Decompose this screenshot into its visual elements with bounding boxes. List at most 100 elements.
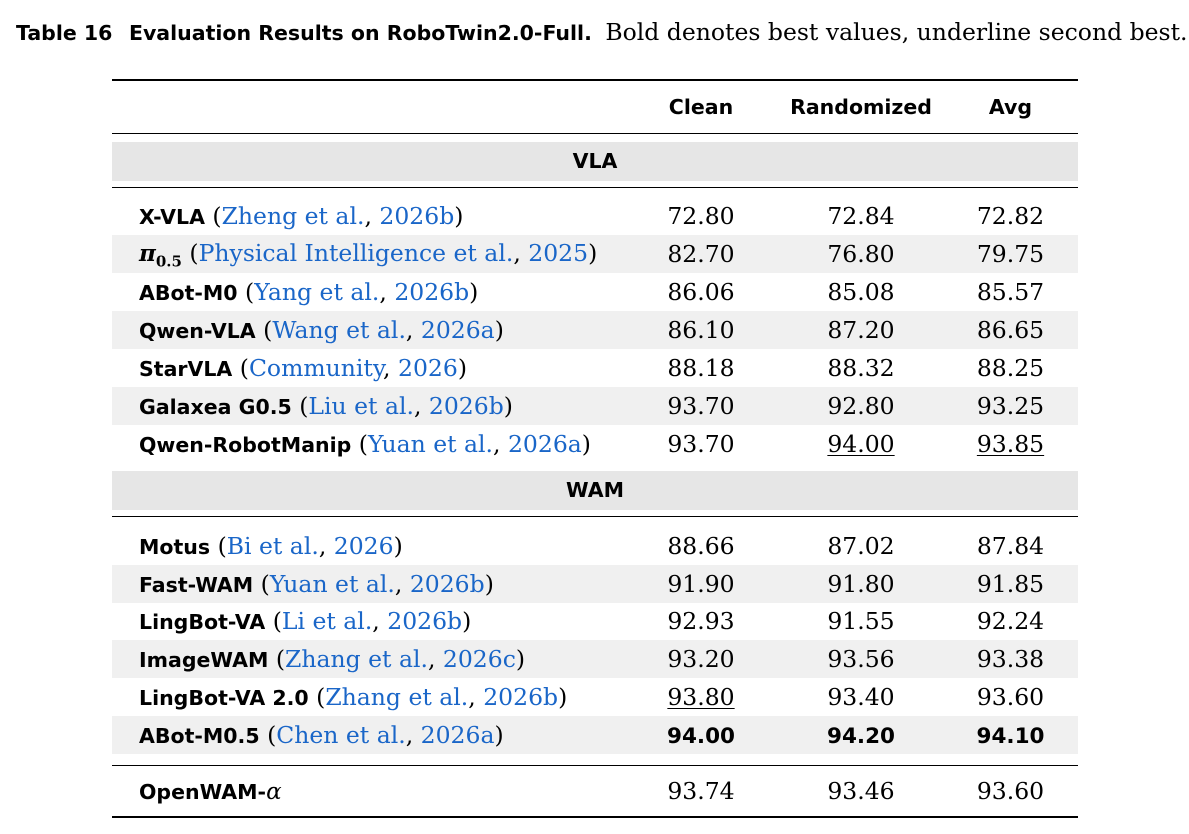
- separator-cell: [112, 754, 1078, 767]
- citation-year-link[interactable]: 2026a: [420, 316, 495, 345]
- cell-randomized: 91.80: [779, 564, 943, 603]
- value-clean: 88.66: [667, 531, 735, 560]
- citation-year-link[interactable]: 2026b: [394, 278, 470, 307]
- results-table: Clean Randomized Avg VLA X-VLA (Zheng et …: [112, 79, 1078, 819]
- method-cell: ImageWAM (Zhang et al., 2026c): [112, 640, 623, 679]
- citation-year-link[interactable]: 2026b: [409, 569, 485, 598]
- citation-author-link[interactable]: Wang et al.: [272, 316, 406, 345]
- group-cell: VLA: [112, 133, 1078, 188]
- citation-year-link[interactable]: 2025: [528, 238, 589, 267]
- citation-year-link[interactable]: 2026: [333, 531, 394, 560]
- citation-author-link[interactable]: Chen et al.: [276, 721, 406, 750]
- cell-avg: 79.75: [943, 235, 1078, 274]
- caption-label: Table 16: [16, 21, 113, 45]
- cell-avg: 92.24: [943, 603, 1078, 641]
- citation-author-link[interactable]: Yuan et al.: [269, 569, 395, 598]
- citation: (Yuan et al., 2026a): [351, 429, 591, 458]
- value-randomized: 93.46: [827, 777, 895, 806]
- group-row-vla: VLA: [112, 133, 1078, 188]
- citation-year-link[interactable]: 2026a: [420, 721, 495, 750]
- cell-randomized: 76.80: [779, 235, 943, 274]
- cell-randomized: 93.56: [779, 640, 943, 679]
- method-name: LingBot-VA: [139, 610, 266, 635]
- value-clean: 93.80: [667, 683, 735, 712]
- method-cell: Motus (Bi et al., 2026): [112, 527, 623, 565]
- method-cell: StarVLA (Community, 2026): [112, 349, 623, 387]
- citation-year-link[interactable]: 2026b: [387, 607, 463, 636]
- table-row: Fast-WAM (Yuan et al., 2026b) 91.90 91.80 9…: [112, 564, 1078, 603]
- spacer-cell: [112, 516, 1078, 527]
- citation-author-link[interactable]: Zheng et al.: [221, 202, 365, 231]
- citation: (Zheng et al., 2026b): [204, 202, 464, 231]
- citation-year-link[interactable]: 2026b: [483, 683, 559, 712]
- header-row: Clean Randomized Avg: [112, 79, 1078, 134]
- separator-row: [112, 754, 1078, 767]
- cell-clean: 93.70: [623, 425, 779, 463]
- value-avg: 93.60: [976, 683, 1045, 712]
- value-randomized: 76.80: [827, 240, 895, 269]
- citation-author-link[interactable]: Physical Intelligence et al.: [198, 238, 514, 267]
- citation: (Physical Intelligence et al., 2025): [181, 238, 598, 267]
- cell-avg: 86.65: [943, 311, 1078, 350]
- table-row: Qwen-VLA (Wang et al., 2026a) 86.10 87.20 8…: [112, 311, 1078, 350]
- cell-avg: 93.25: [943, 386, 1078, 425]
- cell-avg: 93.60: [943, 765, 1078, 819]
- cell-randomized: 93.40: [779, 678, 943, 716]
- cell-randomized: 94.20: [779, 716, 943, 755]
- citation-author-link[interactable]: Liu et al.: [308, 391, 414, 420]
- value-clean: 94.00: [666, 724, 735, 750]
- citation-author-link[interactable]: Zhang et al.: [285, 645, 428, 674]
- value-randomized: 94.00: [827, 429, 895, 458]
- method-cell: X-VLA (Zheng et al., 2026b): [112, 198, 623, 236]
- table-row: X-VLA (Zheng et al., 2026b) 72.80 72.84 72.…: [112, 198, 1078, 236]
- method-name: Motus: [139, 534, 211, 559]
- cell-randomized: 94.00: [779, 425, 943, 463]
- table-row: Qwen-RobotManip (Yuan et al., 2026a) 93.7…: [112, 425, 1078, 463]
- cell-avg: 87.84: [943, 527, 1078, 565]
- citation: (Zhang et al., 2026b): [308, 683, 568, 712]
- citation-author-link[interactable]: Zhang et al.: [325, 683, 469, 712]
- method-name-text: OpenWAM-: [139, 780, 267, 805]
- method-name: X-VLA: [139, 205, 205, 230]
- citation-author-link[interactable]: Bi et al.: [226, 531, 319, 560]
- citation-year-link[interactable]: 2026a: [507, 429, 582, 458]
- value-clean: 93.70: [667, 391, 735, 420]
- table-row: Motus (Bi et al., 2026) 88.66 87.02 87.84: [112, 527, 1078, 565]
- method-cell: LingBot-VA (Li et al., 2026b): [112, 603, 623, 641]
- citation: (Wang et al., 2026a): [255, 316, 504, 345]
- citation: (Yuan et al., 2026b): [253, 569, 494, 598]
- citation: (Zhang et al., 2026c): [268, 645, 526, 674]
- alpha-symbol: α: [266, 779, 282, 806]
- method-subscript: 0.5: [155, 252, 182, 271]
- value-clean: 91.90: [667, 569, 735, 598]
- method-cell: Galaxea G0.5 (Liu et al., 2026b): [112, 386, 623, 425]
- method-name: Galaxea G0.5: [139, 394, 292, 419]
- method-name: LingBot-VA 2.0: [139, 686, 309, 711]
- citation-year-link[interactable]: 2026: [398, 354, 458, 382]
- method-cell: Fast-WAM (Yuan et al., 2026b): [112, 564, 623, 603]
- citation-author-link[interactable]: Yang et al.: [254, 278, 380, 307]
- method-name: Qwen-VLA: [139, 319, 256, 344]
- caption-description: Bold denotes best values, underline seco…: [605, 18, 1188, 46]
- citation: (Li et al., 2026b): [265, 607, 472, 636]
- cell-clean: 93.70: [623, 386, 779, 425]
- cell-clean: 88.18: [623, 349, 779, 387]
- cell-avg: 88.25: [943, 349, 1078, 387]
- citation-author-link[interactable]: Yuan et al.: [367, 429, 494, 458]
- method-cell: ABot-M0 (Yang et al., 2026b): [112, 273, 623, 311]
- value-clean: 72.80: [667, 202, 735, 231]
- citation-author-link[interactable]: Li et al.: [281, 607, 373, 636]
- method-cell: OpenWAM-α: [112, 765, 623, 819]
- citation: (Liu et al., 2026b): [291, 391, 513, 420]
- value-avg: 88.25: [976, 354, 1045, 382]
- citation: (Yang et al., 2026b): [237, 278, 479, 307]
- method-name: StarVLA: [139, 357, 233, 381]
- citation-year-link[interactable]: 2026b: [379, 202, 455, 231]
- value-avg: 72.82: [976, 202, 1045, 231]
- group-label: VLA: [112, 141, 1078, 181]
- value-clean: 88.18: [667, 354, 735, 382]
- citation-author-link[interactable]: Community: [248, 354, 384, 382]
- table-row: LingBot-VA (Li et al., 2026b) 92.93 91.55 9…: [112, 603, 1078, 641]
- citation-year-link[interactable]: 2026c: [442, 645, 516, 674]
- citation-year-link[interactable]: 2026b: [428, 391, 504, 420]
